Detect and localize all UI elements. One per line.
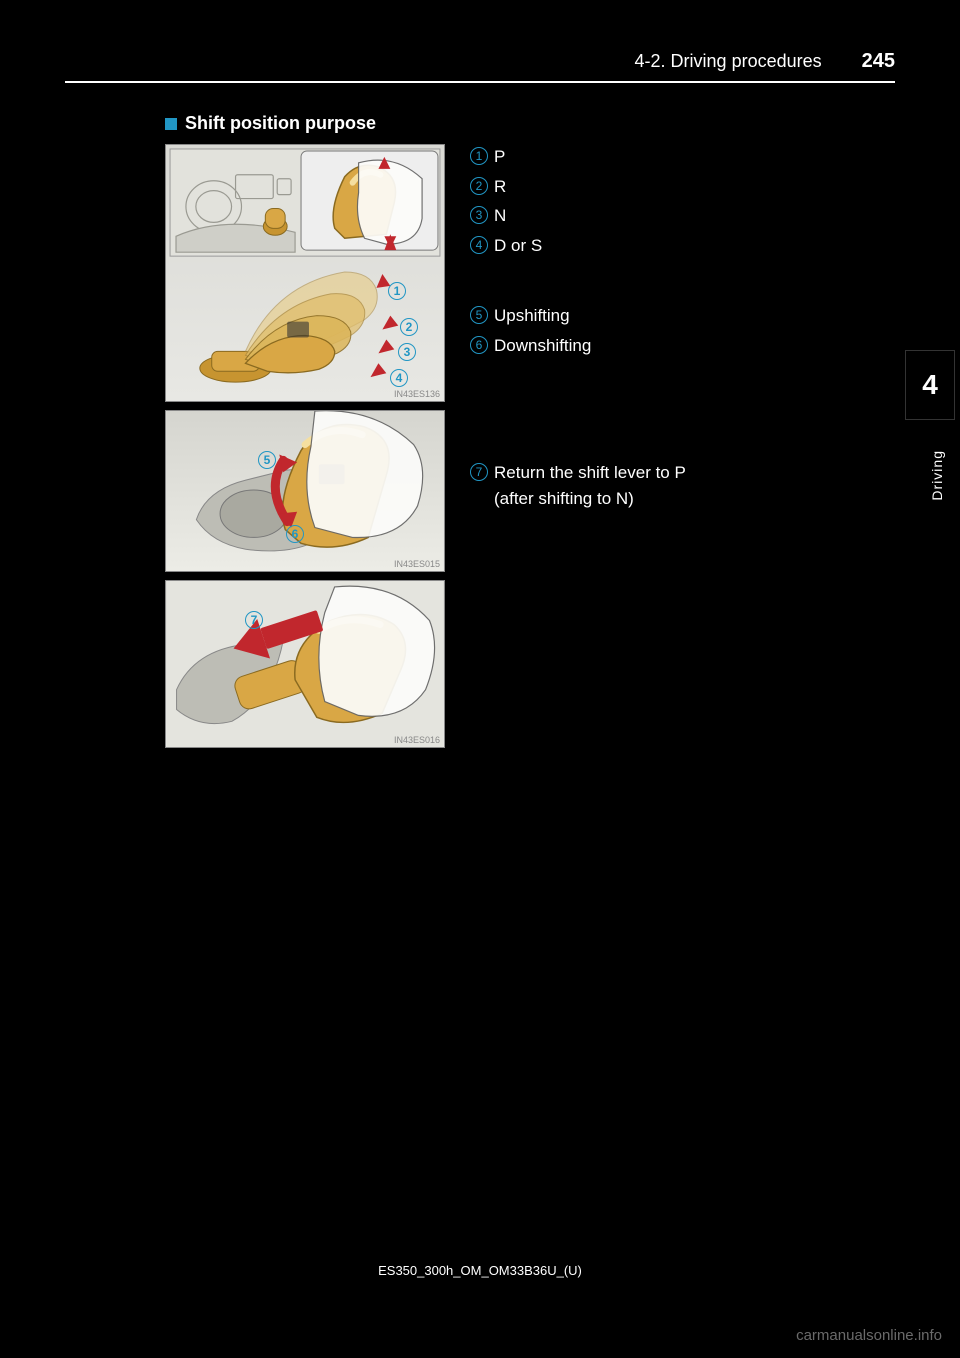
number-7-icon: 7 <box>470 463 488 481</box>
figure-shift-positions: 1 2 3 4 IN43ES136 <box>165 144 445 402</box>
list-item: 3 N <box>470 203 895 229</box>
list-item: 4 D or S <box>470 233 895 259</box>
item-label: R <box>494 174 506 200</box>
footer-doc-id: ES350_300h_OM_OM33B36U_(U) <box>65 1263 895 1278</box>
watermark: carmanualsonline.info <box>796 1327 942 1344</box>
callout-3-icon: 3 <box>398 343 416 361</box>
item-label: P <box>494 144 505 170</box>
item-label: D or S <box>494 233 542 259</box>
list-item: 2 R <box>470 174 895 200</box>
content-row: 1 2 3 4 IN43ES136 <box>165 144 895 748</box>
section-title: Shift position purpose <box>165 113 895 134</box>
figure-3-svg <box>166 581 444 747</box>
callout-5-icon: 5 <box>258 451 276 469</box>
callout-6-icon: 6 <box>286 525 304 543</box>
item-label: N <box>494 203 506 229</box>
list-item: 6 Downshifting <box>470 333 895 359</box>
bullet-square-icon <box>165 118 177 130</box>
list-item: 5 Upshifting <box>470 303 895 329</box>
number-3-icon: 3 <box>470 206 488 224</box>
header-rule <box>65 81 895 83</box>
figure-code: IN43ES015 <box>394 559 440 569</box>
list-item: 1 P <box>470 144 895 170</box>
chapter-tab: 4 <box>905 350 955 420</box>
block-3: 7 Return the shift lever to P (after shi… <box>470 460 895 511</box>
item-7-line2: (after shifting to N) <box>494 489 634 508</box>
figure-2-svg <box>166 411 444 571</box>
number-2-icon: 2 <box>470 177 488 195</box>
figure-code: IN43ES016 <box>394 735 440 745</box>
block-2: 5 Upshifting 6 Downshifting <box>470 303 895 358</box>
figure-column: 1 2 3 4 IN43ES136 <box>165 144 445 748</box>
breadcrumb: 4-2. Driving procedures <box>635 51 822 72</box>
callout-2-icon: 2 <box>400 318 418 336</box>
manual-page: 4-2. Driving procedures 245 4 Driving Sh… <box>65 50 895 1280</box>
side-section-label: Driving <box>929 450 945 501</box>
page-number: 245 <box>862 50 895 73</box>
item-label: Return the shift lever to P (after shift… <box>494 460 686 511</box>
number-5-icon: 5 <box>470 306 488 324</box>
number-1-icon: 1 <box>470 147 488 165</box>
list-item: 7 Return the shift lever to P (after shi… <box>470 460 895 511</box>
number-4-icon: 4 <box>470 236 488 254</box>
figure-shift-rotate: 5 6 IN43ES015 <box>165 410 445 572</box>
page-header: 4-2. Driving procedures 245 <box>65 50 895 73</box>
callout-7-icon: 7 <box>245 611 263 629</box>
section-title-text: Shift position purpose <box>185 113 376 134</box>
item-7-line1: Return the shift lever to P <box>494 463 686 482</box>
callout-1-icon: 1 <box>388 282 406 300</box>
figure-1-svg <box>166 145 444 401</box>
callout-4-icon: 4 <box>390 369 408 387</box>
text-column: 1 P 2 R 3 N 4 D or S 5 Upshifting <box>470 144 895 748</box>
number-6-icon: 6 <box>470 336 488 354</box>
figure-code: IN43ES136 <box>394 389 440 399</box>
figure-shift-push: 7 IN43ES016 <box>165 580 445 748</box>
item-label: Downshifting <box>494 333 591 359</box>
item-label: Upshifting <box>494 303 570 329</box>
